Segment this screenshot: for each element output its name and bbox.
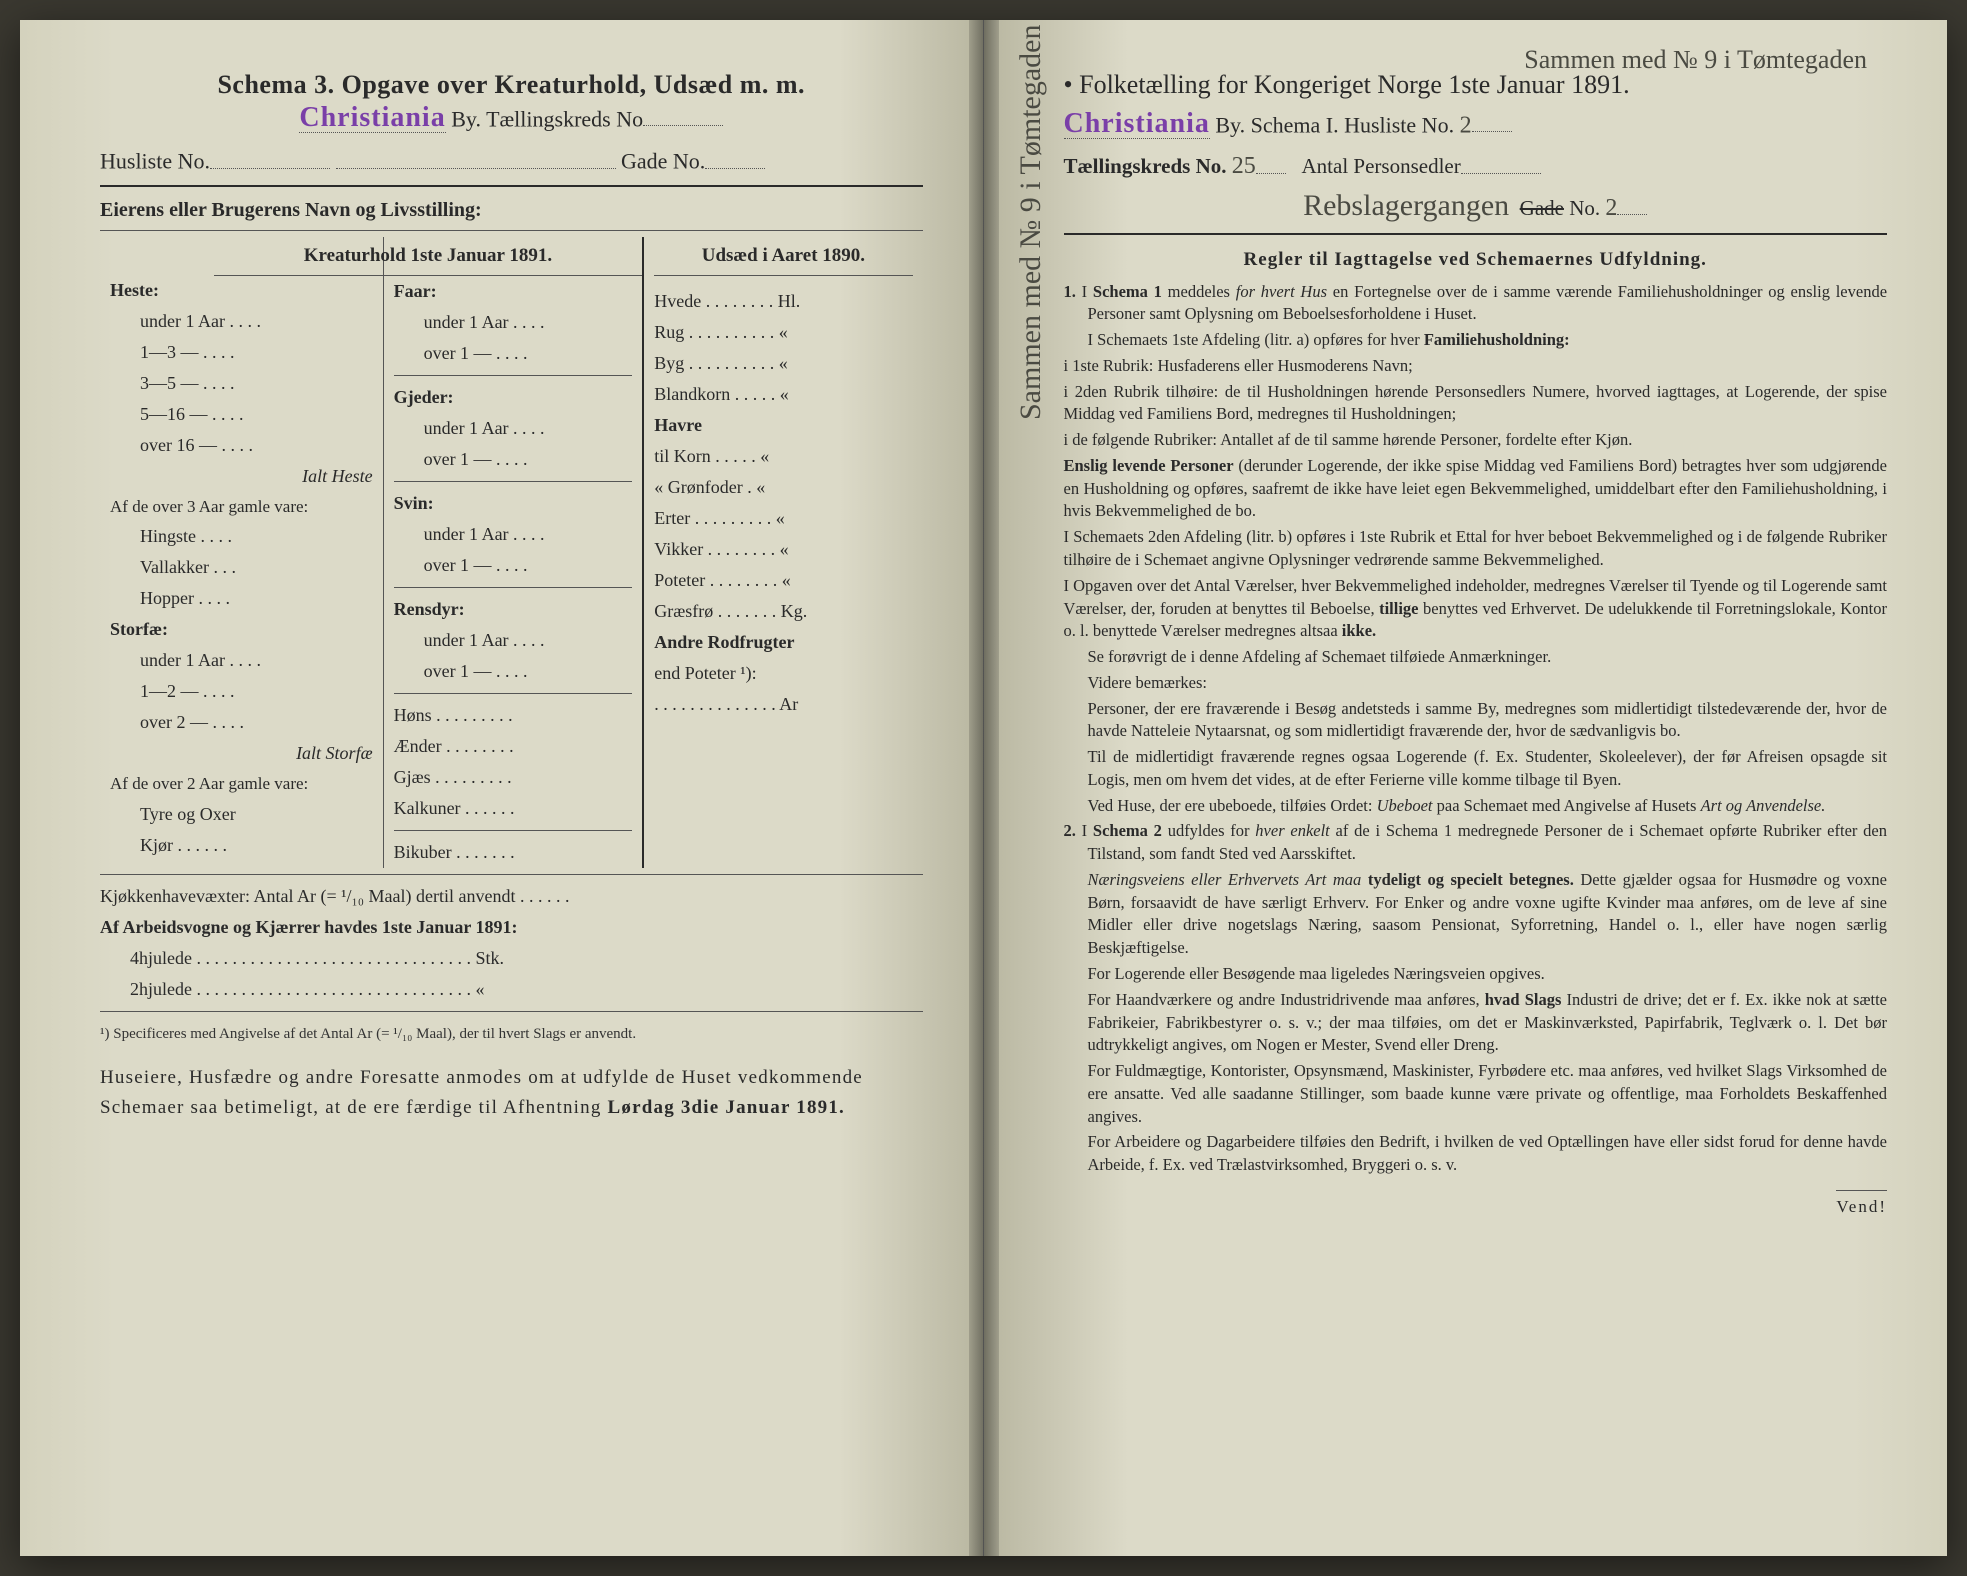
- street-handwritten: Rebslagergangen: [1303, 189, 1509, 222]
- gade-label: Gade No.: [621, 149, 705, 174]
- schema3-title: Schema 3. Opgave over Kreaturhold, Udsæd…: [100, 70, 923, 100]
- regler-body: 1. I Schema 1 meddeles for hvert Hus en …: [1064, 281, 1888, 1177]
- kjokken: Kjøkkenhavevæxter: Antal Ar (= ¹/₁₀ Maal…: [100, 881, 923, 912]
- city-stamp-left: Christiania: [299, 102, 445, 133]
- col-b: Kreaturhold 1ste Januar 1891. Faar: unde…: [384, 237, 643, 868]
- left-page: Schema 3. Opgave over Kreaturhold, Udsæd…: [20, 20, 984, 1556]
- col-left-header: Kreaturhold 1ste Januar 1891.: [214, 237, 643, 276]
- heste-title: Heste:: [110, 275, 373, 306]
- husliste-line: Husliste No. Gade No.: [100, 142, 923, 174]
- owner-label: Eierens eller Brugerens Navn og Livsstil…: [100, 199, 923, 222]
- city-stamp-right: Christiania: [1064, 108, 1210, 139]
- regler-title: Regler til Iagttagelse ved Schemaernes U…: [1064, 249, 1888, 271]
- husliste-no: 2: [1460, 112, 1472, 138]
- col-c: Udsæd i Aaret 1890. Hvede . . . . . . . …: [644, 237, 922, 868]
- closing-text: Huseiere, Husfædre og andre Foresatte an…: [100, 1063, 923, 1124]
- kreatur-table: Heste: under 1 Aar . . . . 1—3 — . . . .…: [100, 237, 923, 868]
- book-gutter: [969, 20, 999, 1556]
- city-line: Christiania By. Tællingskreds No: [100, 100, 923, 134]
- handwriting-top: Sammen med № 9 i Tømtegaden: [1524, 45, 1867, 75]
- col-right-header: Udsæd i Aaret 1890.: [654, 237, 912, 276]
- kreds-no: 25: [1232, 154, 1256, 180]
- handwriting-margin: Sammen med № 9 i Tømtegaden: [1014, 25, 1048, 421]
- vogne: Af Arbeidsvogne og Kjærrer havdes 1ste J…: [100, 912, 923, 943]
- by-label: By. Tællingskreds No: [451, 106, 643, 131]
- right-page: Sammen med № 9 i Tømtegaden Sammen med №…: [984, 20, 1948, 1556]
- census-book-spread: Schema 3. Opgave over Kreaturhold, Udsæd…: [20, 20, 1947, 1556]
- gade-no: 2: [1605, 195, 1617, 221]
- footnote: ¹) Specificeres med Angivelse af det Ant…: [100, 1024, 923, 1045]
- husliste-label: Husliste No.: [100, 149, 210, 174]
- storfae-title: Storfæ:: [110, 614, 373, 645]
- kreds-blank: [643, 100, 723, 126]
- vend: Vend!: [1836, 1190, 1887, 1218]
- col-a: Heste: under 1 Aar . . . . 1—3 — . . . .…: [100, 237, 384, 868]
